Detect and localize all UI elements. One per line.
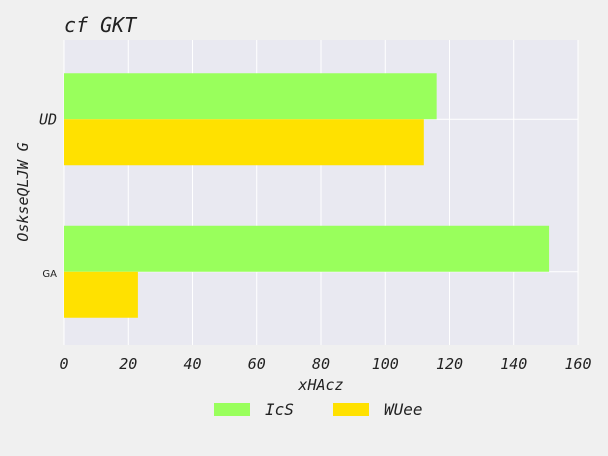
x-tick-label: 120 [436, 355, 463, 373]
bar-WUee-UD [64, 119, 424, 166]
legend-label: IcS [265, 400, 294, 419]
x-tick-label: 60 [248, 355, 266, 373]
chart-title: cf GKT [64, 13, 138, 37]
legend-swatch [333, 403, 369, 416]
x-tick-label: 80 [312, 355, 330, 373]
bar-WUee-GA [64, 271, 138, 318]
bars [64, 73, 550, 318]
y-axis-label: OskseQLJW G [14, 142, 32, 241]
x-tick-label: 140 [500, 355, 527, 373]
y-tick-label: UD [39, 110, 57, 128]
legend: IcS WUee [214, 400, 423, 419]
x-tick-label: 160 [564, 355, 591, 373]
legend-label: WUee [384, 400, 423, 419]
x-tick-label: 40 [183, 355, 201, 373]
y-tick-label: GA [42, 269, 57, 280]
x-axis-label: xHAcz [297, 376, 343, 394]
y-tick-labels: UD GA [39, 110, 57, 280]
x-tick-label: 0 [59, 355, 68, 373]
x-tick-labels: 0 20 40 60 80 100 120 140 160 [59, 355, 591, 373]
x-tick-label: 100 [372, 355, 399, 373]
x-tick-label: 20 [119, 355, 137, 373]
legend-swatch [214, 403, 250, 416]
bar-IcS-GA [64, 225, 550, 272]
bar-IcS-UD [64, 73, 437, 120]
